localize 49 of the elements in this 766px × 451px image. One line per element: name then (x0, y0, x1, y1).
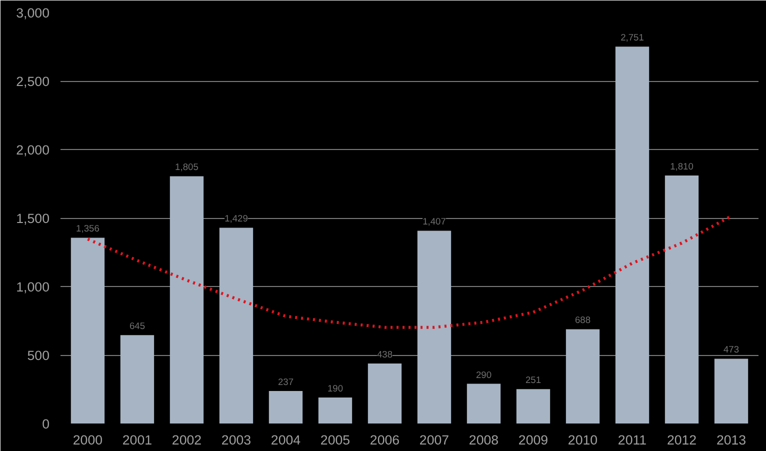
y-tick-label: 0 (42, 416, 50, 432)
data-label: 1,356 (76, 224, 100, 234)
data-label: 438 (376, 349, 393, 360)
x-tick-label: 2000 (72, 432, 103, 448)
data-label: 1,429 (224, 214, 248, 224)
data-label: 473 (723, 344, 740, 355)
bar (318, 397, 352, 424)
x-tick-label: 2006 (370, 432, 400, 448)
x-tick-label: 2005 (320, 432, 350, 448)
data-label: 1,810 (670, 162, 694, 172)
y-tick-label: 1,500 (16, 211, 50, 226)
data-label: 1,407 (422, 216, 446, 227)
bar (664, 176, 699, 424)
x-tick-label: 2010 (568, 432, 598, 448)
y-tick-label: 3,000 (16, 6, 50, 20)
bar (120, 335, 154, 424)
bar (368, 363, 402, 424)
bar (566, 329, 600, 424)
bar (516, 389, 550, 424)
x-tick-label: 2011 (618, 432, 647, 448)
data-label: 251 (525, 375, 542, 386)
x-tick-label: 2003 (221, 432, 252, 448)
x-tick-label: 2004 (270, 432, 302, 448)
bar (466, 384, 501, 424)
x-tick-label: 2001 (122, 432, 152, 448)
y-tick-label: 500 (27, 348, 50, 363)
data-label: 290 (476, 370, 492, 380)
data-label: 1,805 (175, 162, 198, 172)
bar (170, 176, 204, 424)
data-label: 237 (278, 377, 294, 388)
y-tick-label: 2,500 (16, 74, 50, 89)
x-tick-label: 2008 (468, 432, 499, 448)
bar (714, 358, 748, 424)
bar (70, 238, 105, 424)
data-label: 190 (327, 383, 344, 394)
y-tick-label: 1,000 (16, 280, 50, 294)
bar (219, 228, 254, 424)
data-label: 645 (129, 321, 146, 332)
x-tick-label: 2013 (716, 432, 746, 448)
x-tick-label: 2012 (666, 432, 697, 448)
bar (417, 230, 452, 424)
x-tick-label: 2009 (518, 432, 548, 448)
x-tick-label: 2002 (172, 432, 202, 448)
bar (615, 46, 650, 424)
y-tick-label: 2,000 (16, 142, 50, 158)
bar (268, 391, 303, 424)
data-label: 688 (574, 315, 591, 326)
x-tick-label: 2007 (419, 432, 450, 448)
data-label: 2,751 (620, 32, 644, 43)
